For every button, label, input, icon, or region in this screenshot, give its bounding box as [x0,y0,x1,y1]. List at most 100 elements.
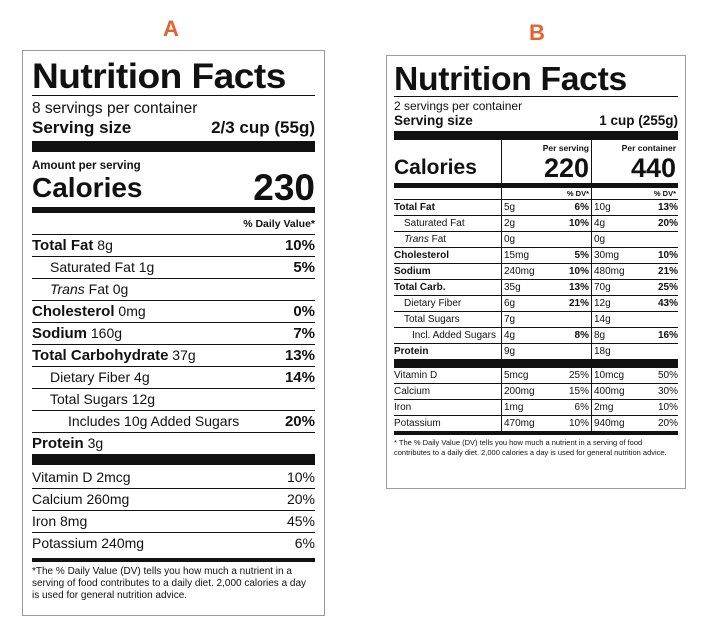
serving-dv: 25% [568,370,589,381]
vitamin-name: Potassium 240mg [32,535,145,551]
label-letter-a: A [163,16,179,41]
per-serving-cell: 6g 21% [501,295,591,311]
per-serving-cell: 470mg 10% [501,415,591,431]
nutrient-row-saturated-fat: Saturated Fat 1g 5% [32,256,315,278]
per-container-cell: 18g [591,343,678,359]
footnote: *The % Daily Value (DV) tells you how mu… [32,558,315,602]
vitamin-dv: 20% [286,491,315,507]
nutrient-name: Iron [394,402,412,413]
label-title: Nutrition Facts [394,60,627,97]
nutrient-name-rest: Fat [431,234,447,245]
container-dv: 10% [657,250,678,261]
nutrient-name: Cholesterol [394,250,450,261]
nutrient-row-protein: Protein 3g [32,432,315,454]
serving-amount: 240mg [504,266,535,277]
serving-amount: 5g [504,202,516,213]
serving-amount: 7g [504,314,516,325]
per-serving-column: Per serving 220 [501,140,591,183]
thick-divider [394,359,678,367]
container-dv: 20% [657,218,678,229]
serving-dv: 10% [568,218,589,229]
nutrient-amount: 12g [131,391,156,407]
nutrient-name: Vitamin D [394,370,438,381]
serving-dv: 8% [574,330,589,341]
label-letter-b: B [529,20,545,45]
nutrient-name-cell: Iron [394,399,501,415]
nutrient-dv: 20% [284,413,315,430]
calories-value: 230 [253,167,315,208]
serving-dv: 21% [568,298,589,309]
nutrient-name-cell: Total Carb. [394,279,501,295]
nutrient-dv: 10% [284,237,315,254]
container-amount: 4g [594,218,606,229]
calories-label: Calories [394,156,477,179]
per-container-cell: 10mcg 50% [591,367,678,383]
calories-per-container: 440 [630,153,676,183]
container-amount: 18g [594,346,611,357]
nutrient-amount: 0g [112,281,129,297]
container-dv: 25% [657,282,678,293]
nutrient-name: Cholesterol [32,303,115,320]
serving-amount: 0g [504,234,516,245]
per-serving-header: Per serving [542,143,589,153]
vitamin-row-calcium: Calcium 260mg 20% [32,488,315,510]
serving-size-row: Serving size 1 cup (255g) [394,113,678,129]
container-dv: 10% [657,402,678,413]
nutrient-name-cell: Saturated Fat [394,215,501,231]
serving-amount: 200mg [504,386,535,397]
nutrient-name: Saturated Fat [50,259,135,275]
per-container-column: Per container 440 [591,140,678,183]
container-amount: 14g [594,314,611,325]
serving-amount: 5mcg [504,370,529,381]
calories-block: Calories Per serving 220 Per container 4… [394,140,678,188]
per-container-cell: 12g 43% [591,295,678,311]
serving-size-label: Serving size [32,118,132,137]
vitamin-name: Iron 8mg [32,513,88,529]
nutrient-dv: 0% [293,303,315,320]
nutrition-label-b: Nutrition Facts 2 servings per container… [386,55,686,489]
per-container-cell: 4g 20% [591,215,678,231]
container-dv: 50% [657,370,678,381]
nutrient-row-total-sugars: Total Sugars 12g [32,388,315,410]
container-amount: 10g [594,202,611,213]
serving-amount: 1mg [504,402,524,413]
serving-amount: 470mg [504,418,535,429]
per-serving-cell: 5mcg 25% [501,367,591,383]
nutrient-name: Dietary Fiber [404,298,462,309]
nutrient-row-cholesterol: Cholesterol 0mg 0% [32,300,315,322]
nutrient-name-cell: Dietary Fiber [394,295,501,311]
container-dv: 16% [657,330,678,341]
serving-dv: 5% [574,250,589,261]
nutrient-amount: 160g [90,325,123,341]
nutrient-row-total-fat: Total Fat 8g 10% [32,234,315,256]
per-serving-cell: 200mg 15% [501,383,591,399]
serving-amount: 9g [504,346,516,357]
serving-dv: 15% [568,386,589,397]
container-dv: 21% [657,266,678,277]
nutrient-name: Calcium [394,386,431,397]
nutrient-amount: 1g [138,259,155,275]
thick-divider [32,454,315,465]
nutrient-name-cell: Incl. Added Sugars [394,327,501,343]
nutrient-name: Includes 10g Added Sugars [68,413,240,429]
container-amount: 12g [594,298,611,309]
nutrient-name: Total Fat [32,237,94,254]
nutrient-name: Sodium [394,266,431,277]
label-title: Nutrition Facts [32,57,286,96]
nutrient-name: Trans [404,234,429,245]
per-container-cell: 480mg 21% [591,263,678,279]
per-container-cell: 940mg 20% [591,415,678,431]
per-serving-cell: 1mg 6% [501,399,591,415]
nutrient-row-sodium: Sodium 160g 7% [32,322,315,344]
container-amount: 10mcg [594,370,625,381]
nutrient-name-cell: Potassium [394,415,501,431]
per-serving-cell: 240mg 10% [501,263,591,279]
per-container-cell: 2mg 10% [591,399,678,415]
container-dv: 43% [657,298,678,309]
servings-per-container: 2 servings per container [394,99,523,113]
per-serving-cell: 9g [501,343,591,359]
per-serving-cell: 0g [501,231,591,247]
nutrient-name-cell: Calcium [394,383,501,399]
container-amount: 0g [594,234,606,245]
per-container-cell: 400mg 30% [591,383,678,399]
